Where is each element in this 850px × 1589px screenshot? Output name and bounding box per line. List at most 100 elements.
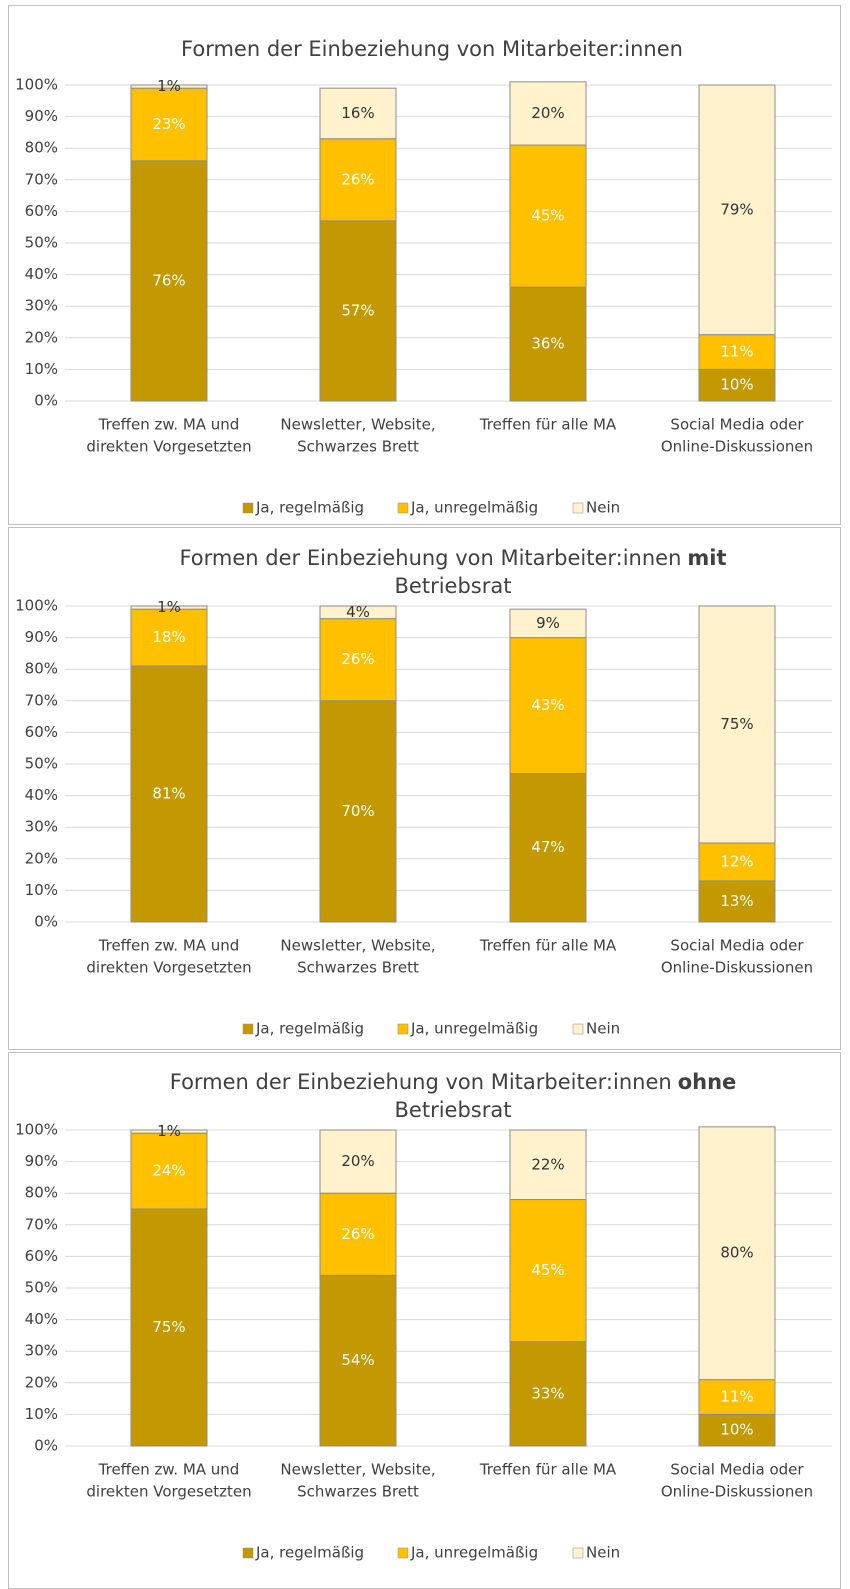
bar-segment [509, 286, 587, 402]
y-tick-label: 10% [25, 360, 58, 378]
bar-segment [509, 772, 587, 923]
data-label: 13% [720, 892, 753, 910]
x-tick-label: Social Media oder [670, 937, 804, 955]
y-tick-label: 0% [34, 913, 58, 931]
data-label: 43% [531, 696, 564, 714]
y-tick-label: 50% [25, 755, 58, 773]
data-label: 11% [720, 1388, 753, 1406]
bar-segment [130, 608, 208, 667]
y-tick-label: 100% [15, 76, 58, 94]
x-tick-label: Treffen für alle MA [479, 937, 617, 955]
bar-segment [319, 1192, 397, 1276]
bar-segment [509, 81, 587, 146]
y-tick-label: 70% [25, 170, 58, 188]
bar-segment [319, 618, 397, 702]
data-label: 76% [152, 271, 185, 289]
bar-segment [130, 1129, 208, 1134]
legend-swatch [572, 1547, 584, 1559]
x-tick-label: Schwarzes Brett [297, 438, 419, 456]
data-label: 45% [531, 207, 564, 225]
bar-segment [698, 84, 776, 336]
bar-segment [698, 880, 776, 923]
x-tick-label: Social Media oder [670, 416, 804, 434]
y-tick-label: 100% [15, 597, 58, 615]
data-label: 24% [152, 1162, 185, 1180]
bar-segment [130, 665, 208, 923]
data-label: 26% [341, 650, 374, 668]
data-label: 75% [720, 715, 753, 733]
bar-segment [319, 138, 397, 222]
legend-label: Ja, regelmäßig [255, 1544, 364, 1562]
chart-title-line2: Betriebsrat [395, 1098, 512, 1122]
data-label: 1% [157, 77, 181, 95]
panel-frame [8, 527, 841, 1050]
bar-segment [319, 1129, 397, 1194]
y-tick-label: 10% [25, 1405, 58, 1423]
y-tick-label: 80% [25, 139, 58, 157]
legend-swatch [242, 502, 254, 514]
data-label: 70% [341, 802, 374, 820]
bar-segment [698, 1126, 776, 1381]
x-tick-label: Newsletter, Website, [280, 937, 435, 955]
y-tick-label: 20% [25, 328, 58, 346]
data-label: 47% [531, 838, 564, 856]
data-label: 9% [536, 614, 560, 632]
bar-segment [698, 842, 776, 882]
y-tick-label: 90% [25, 107, 58, 125]
data-label: 1% [157, 1122, 181, 1140]
x-tick-label: direkten Vorgesetzten [86, 438, 251, 456]
data-label: 22% [531, 1155, 564, 1173]
x-tick-label: direkten Vorgesetzten [86, 959, 251, 977]
bar-segment [319, 220, 397, 402]
data-label: 1% [157, 598, 181, 616]
legend-swatch [397, 1023, 409, 1035]
data-label: 12% [720, 852, 753, 870]
x-tick-label: Newsletter, Website, [280, 416, 435, 434]
data-label: 11% [720, 343, 753, 361]
y-tick-label: 50% [25, 1279, 58, 1297]
legend-swatch [242, 1547, 254, 1559]
y-tick-label: 20% [25, 1373, 58, 1391]
data-label: 4% [346, 603, 370, 621]
legend-swatch [242, 1023, 254, 1035]
legend-label: Nein [586, 1544, 620, 1562]
x-tick-label: Treffen zw. MA und [98, 1461, 240, 1479]
data-label: 20% [341, 1152, 374, 1170]
y-tick-label: 30% [25, 297, 58, 315]
legend-label: Ja, unregelmäßig [410, 1020, 538, 1038]
y-tick-label: 70% [25, 1215, 58, 1233]
y-tick-label: 70% [25, 691, 58, 709]
data-label: 36% [531, 335, 564, 353]
bar-segment [509, 637, 587, 774]
y-tick-label: 30% [25, 1342, 58, 1360]
x-tick-label: Social Media oder [670, 1461, 804, 1479]
legend-label: Nein [586, 1020, 620, 1038]
y-tick-label: 90% [25, 1152, 58, 1170]
x-tick-label: Online-Diskussionen [661, 1483, 813, 1501]
x-tick-label: Online-Diskussionen [661, 438, 813, 456]
data-label: 26% [341, 1225, 374, 1243]
y-tick-label: 20% [25, 849, 58, 867]
data-label: 10% [720, 376, 753, 394]
title-emphasis: mit [687, 546, 726, 570]
x-tick-label: Schwarzes Brett [297, 959, 419, 977]
y-tick-label: 40% [25, 1310, 58, 1328]
data-label: 26% [341, 170, 374, 188]
bar-segment [698, 1379, 776, 1415]
chart-title: Formen der Einbeziehung von Mitarbeiter:… [179, 546, 726, 570]
data-label: 10% [720, 1421, 753, 1439]
x-tick-label: Treffen für alle MA [479, 1461, 617, 1479]
data-label: 16% [341, 104, 374, 122]
x-tick-label: direkten Vorgesetzten [86, 1483, 251, 1501]
x-tick-label: Treffen zw. MA und [98, 416, 240, 434]
legend-label: Ja, unregelmäßig [410, 1544, 538, 1562]
x-tick-label: Online-Diskussionen [661, 959, 813, 977]
panel-frame [8, 5, 841, 525]
x-tick-label: Newsletter, Website, [280, 1461, 435, 1479]
data-label: 33% [531, 1384, 564, 1402]
y-tick-label: 30% [25, 818, 58, 836]
y-tick-label: 50% [25, 234, 58, 252]
bar-segment [509, 608, 587, 639]
y-tick-label: 60% [25, 202, 58, 220]
